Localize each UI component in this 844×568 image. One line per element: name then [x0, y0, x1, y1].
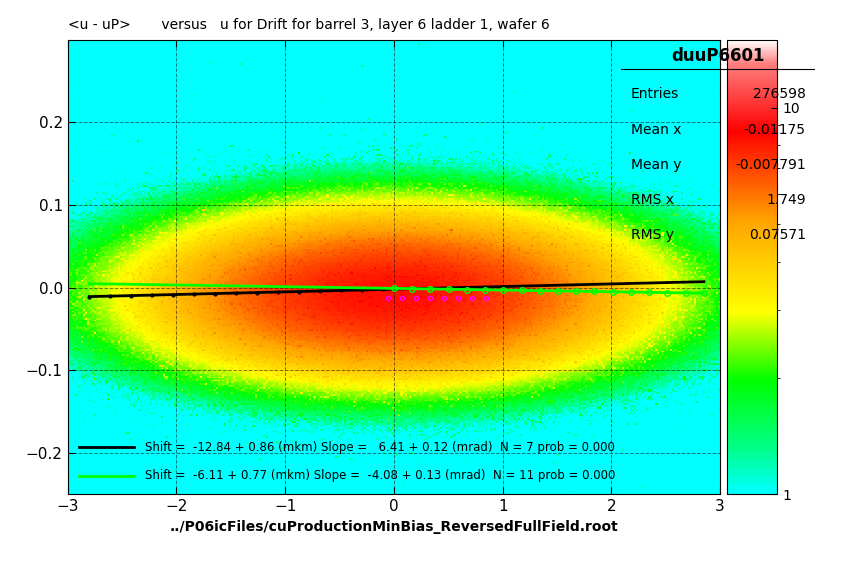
Text: 276598: 276598 [752, 87, 805, 102]
Text: 0.07571: 0.07571 [748, 228, 805, 243]
Text: RMS y: RMS y [630, 228, 673, 243]
Text: -0.01175: -0.01175 [743, 123, 805, 137]
Text: Shift =  -12.84 + 0.86 (mkm) Slope =   6.41 + 0.12 (mrad)  N = 7 prob = 0.000: Shift = -12.84 + 0.86 (mkm) Slope = 6.41… [145, 441, 614, 454]
Text: Mean y: Mean y [630, 158, 680, 172]
Text: 1.749: 1.749 [766, 193, 805, 207]
Text: Entries: Entries [630, 87, 679, 102]
Text: Mean x: Mean x [630, 123, 680, 137]
Text: Shift =  -6.11 + 0.77 (mkm) Slope =  -4.08 + 0.13 (mrad)  N = 11 prob = 0.000: Shift = -6.11 + 0.77 (mkm) Slope = -4.08… [145, 469, 614, 482]
Text: duuP6601: duuP6601 [671, 47, 764, 65]
Text: RMS x: RMS x [630, 193, 673, 207]
X-axis label: ../P06icFiles/cuProductionMinBias_ReversedFullField.root: ../P06icFiles/cuProductionMinBias_Revers… [170, 520, 618, 533]
Text: <u - uP>       versus   u for Drift for barrel 3, layer 6 ladder 1, wafer 6: <u - uP> versus u for Drift for barrel 3… [68, 18, 549, 32]
Text: -0.007791: -0.007791 [734, 158, 805, 172]
